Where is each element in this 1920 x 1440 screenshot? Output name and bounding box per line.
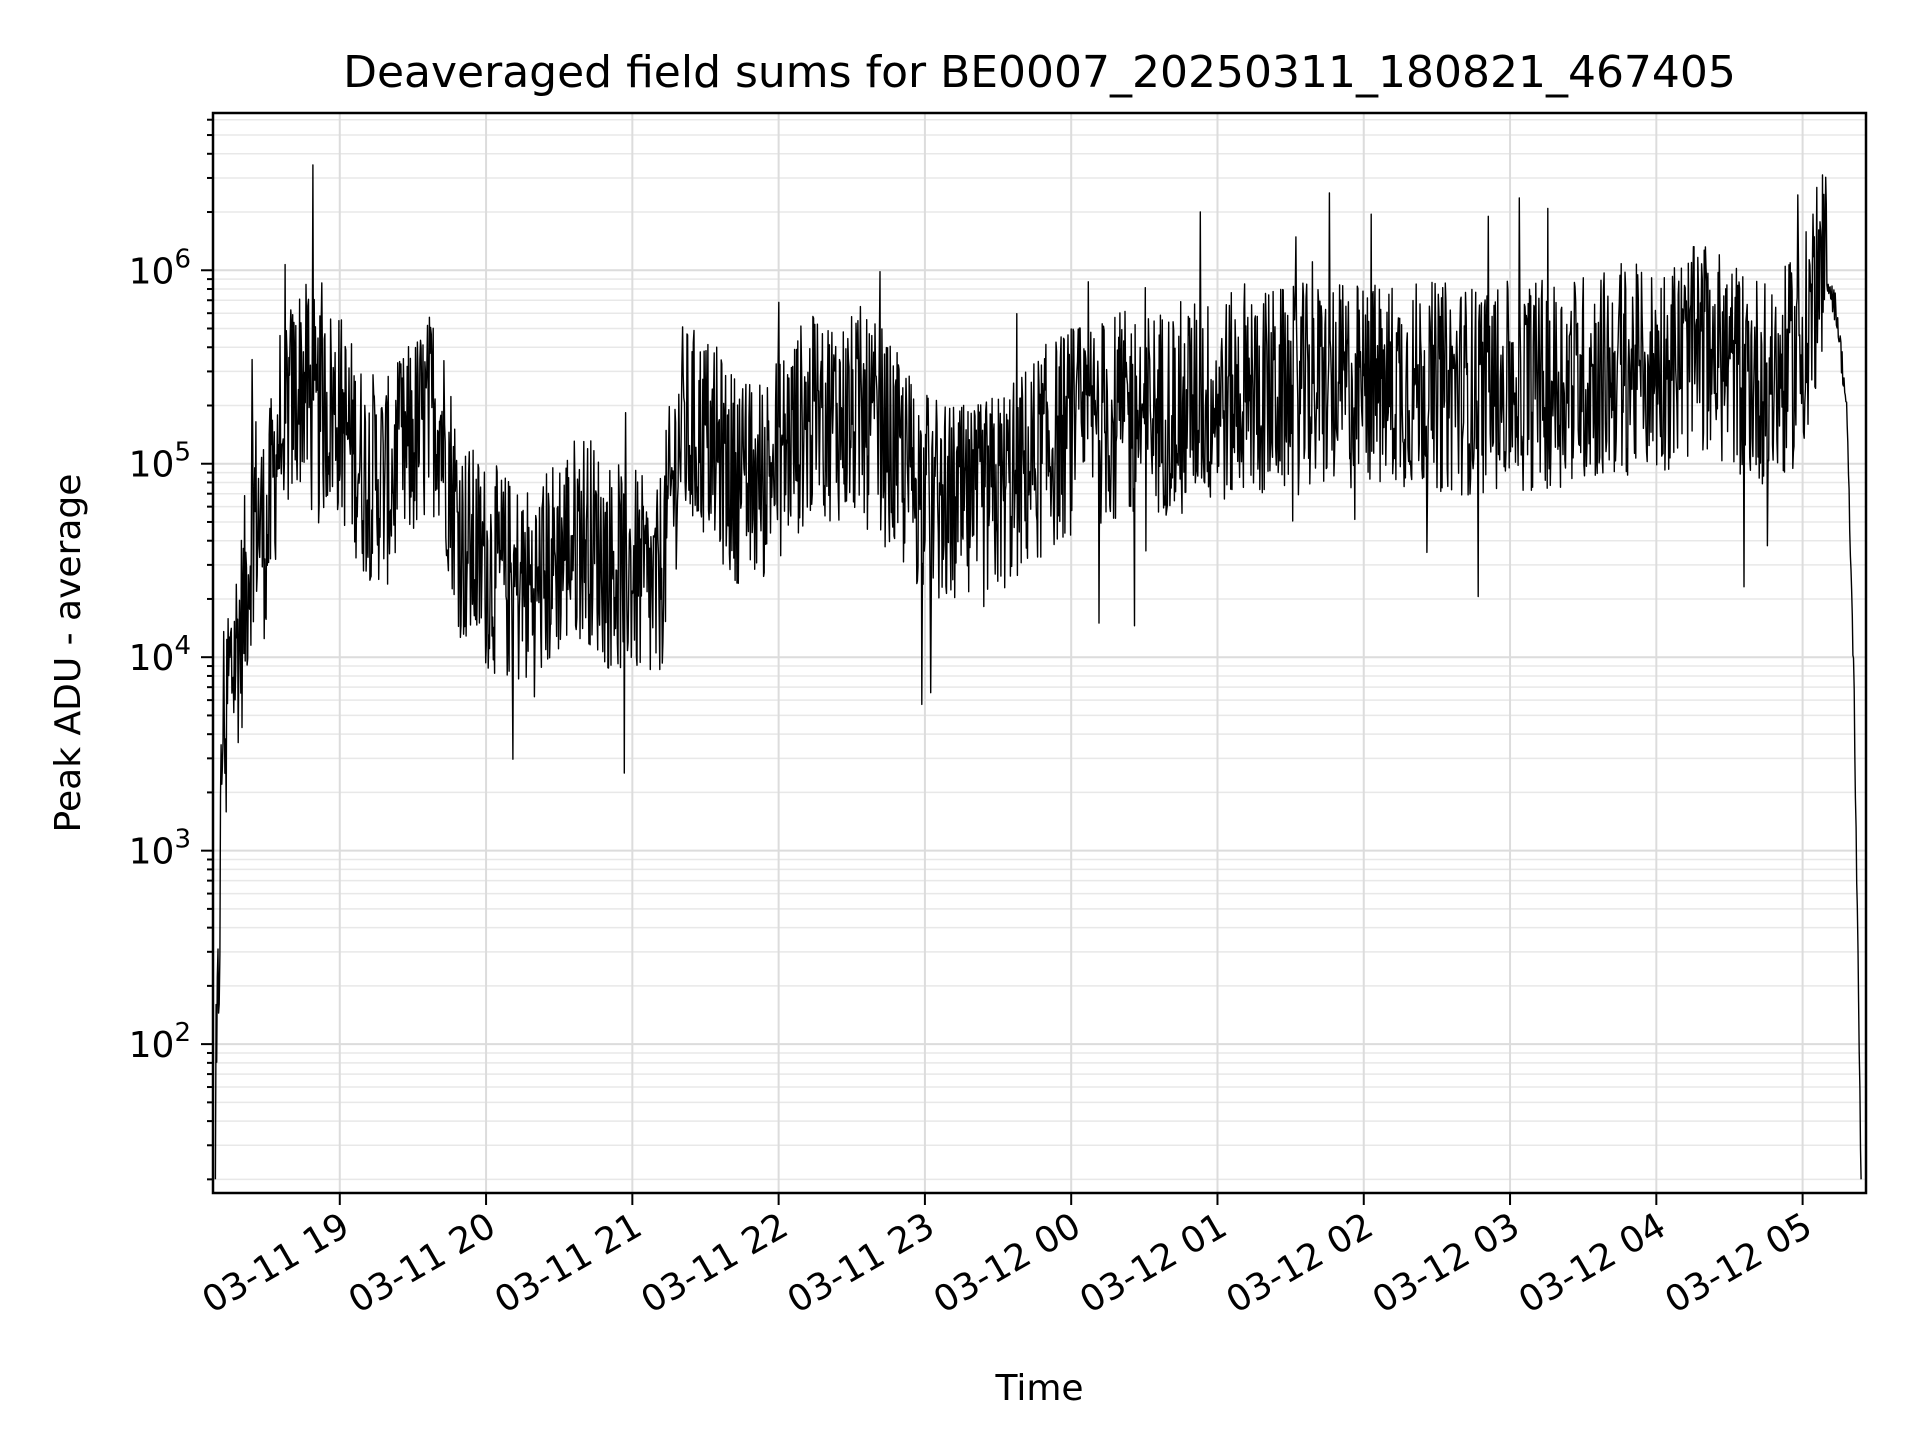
x-axis-label: Time (994, 1368, 1083, 1409)
y-tick-label-exponent: 2 (174, 1018, 191, 1048)
series-layer (214, 164, 1862, 1180)
y-tick-label-exponent: 4 (174, 631, 191, 661)
plot-frame (211, 111, 1868, 1195)
y-tick-label-exponent: 5 (174, 438, 191, 468)
y-tick-label-base: 10 (129, 445, 175, 486)
major-grid (213, 113, 1866, 1193)
y-tick-label: 102 (129, 1018, 191, 1066)
series-line (214, 164, 1862, 1180)
y-tick-label: 106 (129, 244, 191, 292)
y-tick-label: 104 (129, 631, 191, 679)
axis-ticks (201, 118, 1804, 1205)
y-tick-label-base: 10 (129, 1025, 175, 1066)
y-tick-label: 105 (129, 438, 191, 486)
y-tick-label-exponent: 6 (174, 244, 191, 274)
chart-title: Deaveraged field sums for BE0007_2025031… (343, 47, 1736, 98)
y-tick-label-base: 10 (129, 251, 175, 292)
y-tick-label-base: 10 (129, 638, 175, 679)
y-tick-label-base: 10 (129, 832, 175, 873)
y-tick-label-exponent: 3 (174, 825, 191, 855)
y-tick-label: 103 (129, 825, 191, 873)
y-axis-label: Peak ADU - average (48, 474, 89, 833)
